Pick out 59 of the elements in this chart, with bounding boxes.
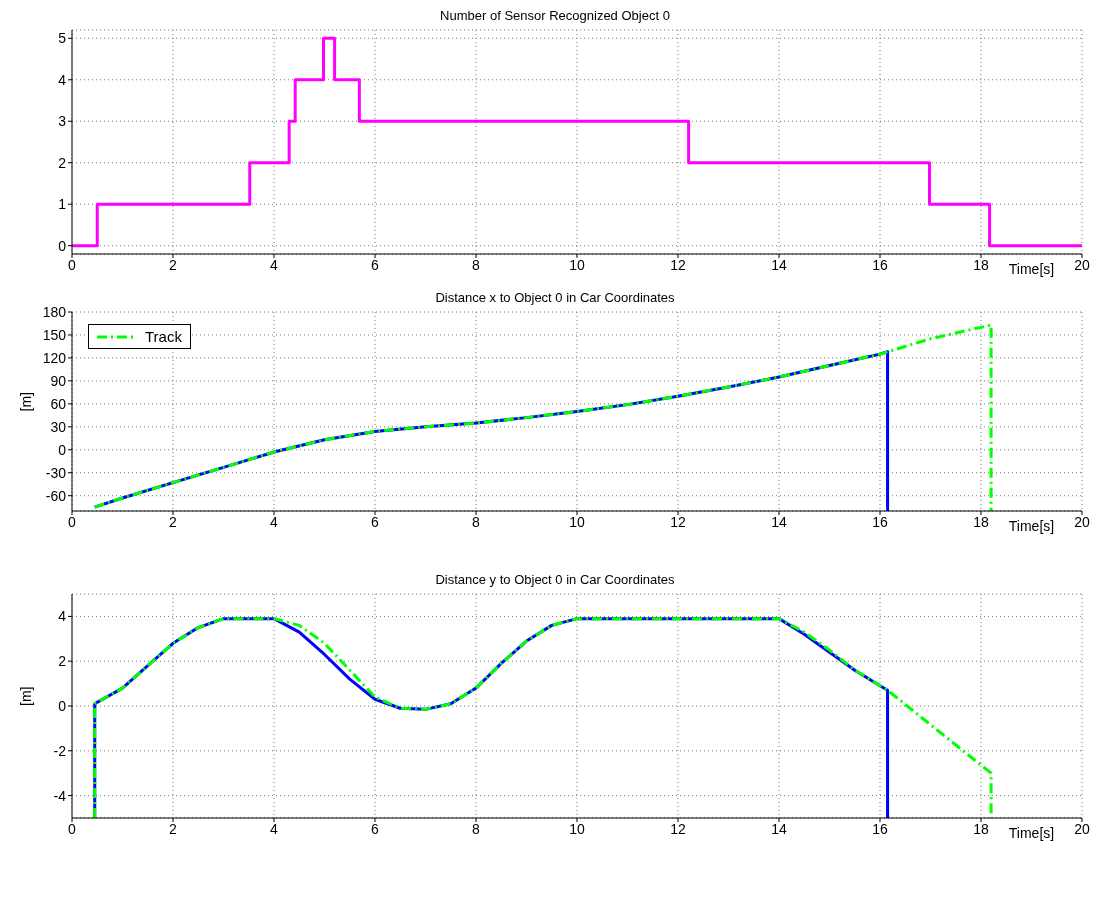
x-tick-label: 20 bbox=[1074, 256, 1090, 273]
x-tick-label: 8 bbox=[472, 820, 481, 837]
x-tick-label: 16 bbox=[872, 513, 888, 530]
y-tick-label: 4 bbox=[58, 71, 67, 88]
y-tick-label: -4 bbox=[53, 787, 67, 804]
x-tick-label: 20 bbox=[1074, 513, 1090, 530]
y-tick-label: -2 bbox=[53, 742, 67, 759]
x-tick-label: 18 bbox=[973, 256, 989, 273]
y-tick-label: 120 bbox=[42, 349, 67, 366]
x-tick-label: 14 bbox=[771, 256, 787, 273]
x-tick-label: 2 bbox=[169, 820, 178, 837]
x-tick-label: 16 bbox=[872, 256, 888, 273]
x-tick-label: 4 bbox=[270, 256, 279, 273]
y-tick-label: 30 bbox=[50, 418, 67, 435]
y-tick-label: 5 bbox=[58, 30, 67, 47]
y-tick-label: 0 bbox=[58, 441, 67, 458]
y-tick-label: 2 bbox=[58, 653, 67, 670]
x-tick-label: 6 bbox=[371, 256, 380, 273]
y-tick-label: 4 bbox=[58, 608, 67, 625]
x-tick-label: 12 bbox=[670, 820, 686, 837]
y-tick-label: 1 bbox=[58, 196, 67, 213]
x-tick-label: 10 bbox=[569, 256, 585, 273]
x-axis-title: Time[s] bbox=[1008, 518, 1055, 534]
x-tick-label: 6 bbox=[371, 513, 380, 530]
y-axis-title: [m] bbox=[17, 686, 34, 706]
x-tick-label: 12 bbox=[670, 256, 686, 273]
x-tick-label: 10 bbox=[569, 820, 585, 837]
x-tick-label: 4 bbox=[270, 820, 279, 837]
chart-title: Distance y to Object 0 in Car Coordinates bbox=[434, 572, 676, 588]
x-tick-label: 16 bbox=[872, 820, 888, 837]
x-tick-label: 2 bbox=[169, 513, 178, 530]
x-tick-label: 14 bbox=[771, 820, 787, 837]
legend-label: Track bbox=[145, 328, 182, 345]
x-tick-label: 18 bbox=[973, 513, 989, 530]
y-tick-label: -60 bbox=[45, 487, 67, 504]
y-tick-label: 180 bbox=[42, 303, 67, 320]
y-tick-label: 0 bbox=[58, 697, 67, 714]
y-tick-label: 60 bbox=[50, 395, 67, 412]
chart-title: Distance x to Object 0 in Car Coordinates bbox=[435, 290, 675, 305]
x-tick-label: 6 bbox=[371, 820, 380, 837]
x-tick-label: 20 bbox=[1074, 820, 1090, 837]
y-tick-label: 90 bbox=[50, 372, 67, 389]
y-tick-label: -30 bbox=[45, 464, 67, 481]
y-tick-label: 0 bbox=[58, 237, 67, 254]
x-tick-label: 8 bbox=[472, 256, 481, 273]
y-tick-label: 150 bbox=[42, 326, 67, 343]
x-axis-title: Time[s] bbox=[1008, 261, 1055, 277]
x-tick-label: 14 bbox=[771, 513, 787, 530]
y-tick-label: 3 bbox=[58, 113, 67, 130]
x-tick-label: 8 bbox=[472, 513, 481, 530]
chart-title: Number of Sensor Recognized Object 0 bbox=[439, 8, 671, 24]
y-tick-label: 2 bbox=[58, 154, 67, 171]
x-axis-title: Time[s] bbox=[1008, 825, 1055, 841]
x-tick-label: 12 bbox=[670, 513, 686, 530]
x-tick-label: 18 bbox=[973, 820, 989, 837]
y-axis-title: [m] bbox=[17, 392, 34, 412]
x-tick-label: 2 bbox=[169, 256, 178, 273]
x-tick-label: 10 bbox=[569, 513, 585, 530]
x-tick-label: 4 bbox=[270, 513, 279, 530]
